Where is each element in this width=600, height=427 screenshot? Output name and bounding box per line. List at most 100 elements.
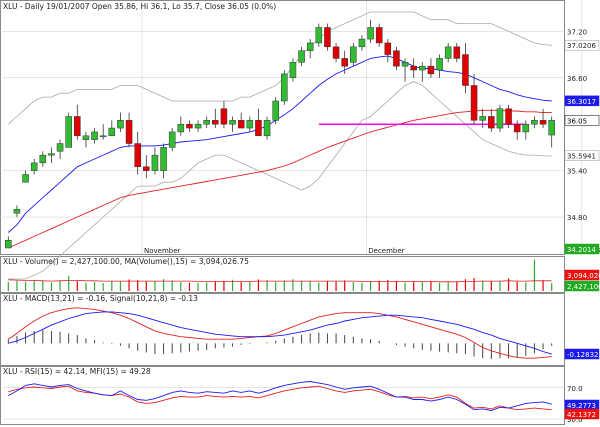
right-value-labels: 37.0206 36.3017 36.05 35.5941 34.2014 3,094,0…	[564, 39, 600, 420]
y-tick-label: 35.40	[567, 168, 587, 176]
candle-body	[108, 127, 116, 137]
candle-body	[419, 65, 426, 71]
moving-averages	[7, 55, 552, 249]
value-label: 35.5941	[567, 153, 596, 161]
macd-lines	[7, 307, 553, 360]
candle-body	[401, 62, 409, 67]
candle-body	[177, 123, 185, 133]
value-label-bg	[564, 269, 600, 281]
candle-body	[220, 108, 228, 125]
volume-bars	[7, 259, 553, 291]
value-label: 36.05	[567, 117, 587, 125]
rsi-tick-label: 70.0	[567, 385, 583, 393]
value-label-bg	[564, 280, 600, 292]
mfi-line	[8, 381, 552, 411]
volume-ma-line	[8, 279, 552, 283]
price-axis: 37.20 36.60 35.40 34.80	[567, 28, 587, 222]
price-header: XLU - Daily 19/01/2007 Open 35.86, Hi 36…	[3, 2, 276, 11]
candle-body	[332, 46, 340, 59]
candle-body	[212, 120, 219, 125]
candle-body	[488, 116, 495, 129]
candle-body	[30, 162, 38, 171]
candle-body	[453, 46, 461, 59]
candle-body	[513, 123, 521, 133]
candle-body	[358, 38, 366, 48]
ma-short-line	[7, 55, 552, 233]
candle-body	[410, 65, 417, 71]
candle-body	[350, 46, 357, 63]
candle-body	[531, 120, 538, 125]
candle-body	[229, 120, 236, 125]
x-tick-label: November	[144, 247, 181, 255]
value-label: 3,094,026	[567, 272, 600, 280]
candle-body	[522, 123, 530, 133]
macd-panel	[0, 293, 565, 366]
rsi-header: XLU - RSI(15) = 42.14, MFI(15) = 49.28	[3, 367, 151, 376]
candle-body	[134, 143, 141, 168]
candle-body	[117, 120, 124, 129]
value-label-bg	[564, 39, 600, 51]
bollinger-bands	[8, 11, 552, 280]
candle-body	[160, 147, 167, 171]
candle-body	[479, 116, 486, 121]
value-label: 2,427,100	[567, 283, 600, 291]
candle-body	[436, 58, 443, 71]
value-label: 37.0206	[567, 42, 596, 50]
candle-body	[263, 120, 271, 137]
candle-body	[324, 27, 331, 48]
candle-body	[194, 123, 202, 129]
candle-body	[548, 120, 555, 136]
candle-body	[444, 46, 452, 59]
candle-body	[384, 42, 392, 55]
candle-body	[91, 131, 98, 140]
candle-body	[281, 73, 288, 102]
ma-long-line	[8, 109, 552, 249]
value-label-bg	[564, 115, 600, 126]
candle-body	[427, 65, 435, 75]
candle-body	[496, 108, 504, 129]
value-label-bg	[564, 95, 600, 107]
candle-body	[48, 153, 55, 156]
volume-header: XLU - Volume() = 2,427,100.00, MA(Volume…	[3, 257, 249, 266]
candle-body	[341, 58, 348, 67]
candle-body	[13, 209, 21, 214]
candle-body	[505, 108, 512, 125]
candle-body	[143, 166, 150, 171]
candle-body	[65, 116, 72, 148]
candle-body	[367, 27, 374, 40]
candle-body	[306, 42, 314, 51]
candles	[5, 19, 555, 249]
value-label: 49.2773	[567, 402, 596, 410]
candle-body	[203, 120, 210, 125]
candle-body	[246, 120, 254, 129]
value-label: -0.128323	[567, 351, 600, 359]
y-tick-label: 34.80	[567, 214, 587, 222]
bollinger-upper	[8, 11, 552, 125]
rsi-panel	[0, 366, 565, 425]
candle-body	[99, 135, 107, 138]
candle-body	[393, 50, 400, 67]
candle-body	[125, 120, 133, 144]
rsi-tick-label: 30.0	[567, 416, 583, 424]
candle-body	[39, 154, 47, 164]
candle-body	[186, 123, 193, 129]
candle-body	[22, 174, 29, 183]
candle-body	[255, 120, 262, 137]
candle-body	[375, 27, 383, 44]
candle-body	[5, 240, 12, 249]
candle-body	[151, 154, 159, 171]
candle-body	[74, 116, 81, 137]
candle-body	[462, 54, 469, 86]
rsi-lines: 70.0 30.0	[0, 381, 583, 424]
value-label-bg	[564, 348, 600, 360]
candle-body	[56, 143, 64, 152]
value-label: 42.1372	[567, 411, 596, 419]
candle-body	[168, 131, 176, 148]
signal-line	[8, 311, 552, 355]
price-panel	[0, 0, 565, 255]
macd-line	[8, 307, 552, 359]
candle-body	[289, 62, 297, 79]
candle-body	[315, 27, 323, 44]
value-label: 36.3017	[567, 98, 596, 106]
